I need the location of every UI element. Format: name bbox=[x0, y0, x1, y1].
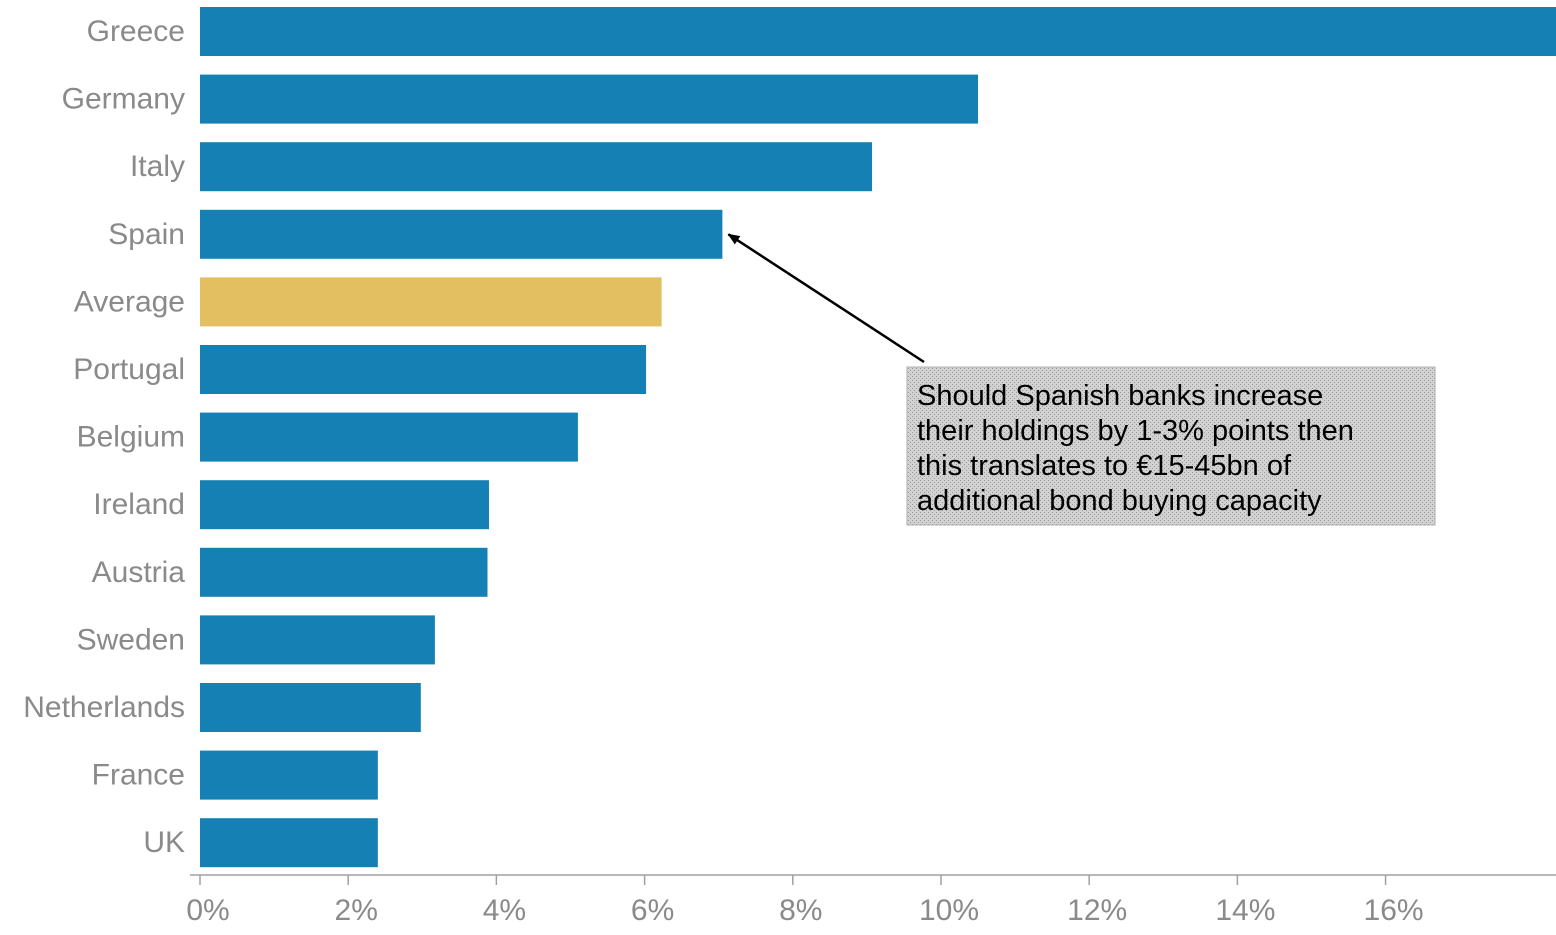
x-tick-label: 8% bbox=[779, 894, 822, 927]
bar-sweden bbox=[200, 615, 435, 665]
x-tick-label: 2% bbox=[335, 894, 378, 927]
x-tick-label: 10% bbox=[919, 894, 979, 927]
annotation-text: Should Spanish banks increase their hold… bbox=[917, 380, 1362, 517]
annotation-line: this translates to €15-45bn of bbox=[917, 450, 1292, 482]
x-tick-label: 0% bbox=[186, 894, 229, 927]
bar-germany bbox=[200, 74, 979, 124]
category-label: Italy bbox=[130, 150, 185, 183]
bar-greece bbox=[200, 7, 1556, 56]
annotation-line: Should Spanish banks increase bbox=[917, 380, 1323, 412]
category-label: France bbox=[92, 759, 185, 792]
x-tick-label: 16% bbox=[1364, 894, 1424, 927]
bars-group bbox=[200, 7, 1556, 868]
x-tick-label: 6% bbox=[631, 894, 674, 927]
category-label: Belgium bbox=[77, 421, 185, 454]
category-label: Netherlands bbox=[23, 691, 185, 724]
category-label: Ireland bbox=[93, 488, 185, 521]
annotation-arrow bbox=[727, 233, 925, 364]
bar-uk bbox=[200, 818, 378, 868]
bar-portugal bbox=[200, 345, 647, 394]
category-label: Greece bbox=[87, 15, 185, 48]
annotation-line: additional bond buying capacity bbox=[917, 485, 1322, 517]
bar-belgium bbox=[200, 412, 578, 462]
bar-austria bbox=[200, 547, 488, 597]
bar-france bbox=[200, 750, 378, 800]
x-tick-label: 14% bbox=[1215, 894, 1275, 927]
category-label: Germany bbox=[62, 83, 185, 116]
category-label: Portugal bbox=[73, 353, 185, 386]
x-axis: 0% 2% 4% 6% 8% 10% 12% 14% 16% bbox=[186, 874, 1556, 927]
category-labels: Greece Germany Italy Spain Average Portugal Be… bbox=[23, 15, 185, 859]
annotation-box bbox=[906, 366, 1436, 526]
annotation-line: their holdings by 1-3% points then bbox=[917, 415, 1354, 447]
bar-italy bbox=[200, 142, 873, 192]
bar-average bbox=[200, 277, 662, 327]
category-label: Spain bbox=[108, 218, 185, 251]
category-label: Austria bbox=[92, 556, 186, 589]
bar-ireland bbox=[200, 480, 489, 530]
x-tick-label: 12% bbox=[1067, 894, 1127, 927]
annotation: Should Spanish banks increase their hold… bbox=[727, 233, 1436, 526]
category-label: UK bbox=[143, 826, 185, 859]
bar-netherlands bbox=[200, 683, 421, 732]
x-tick-label: 4% bbox=[483, 894, 526, 927]
bar-spain bbox=[200, 209, 723, 259]
category-label: Sweden bbox=[77, 623, 185, 656]
category-label: Average bbox=[74, 285, 185, 318]
